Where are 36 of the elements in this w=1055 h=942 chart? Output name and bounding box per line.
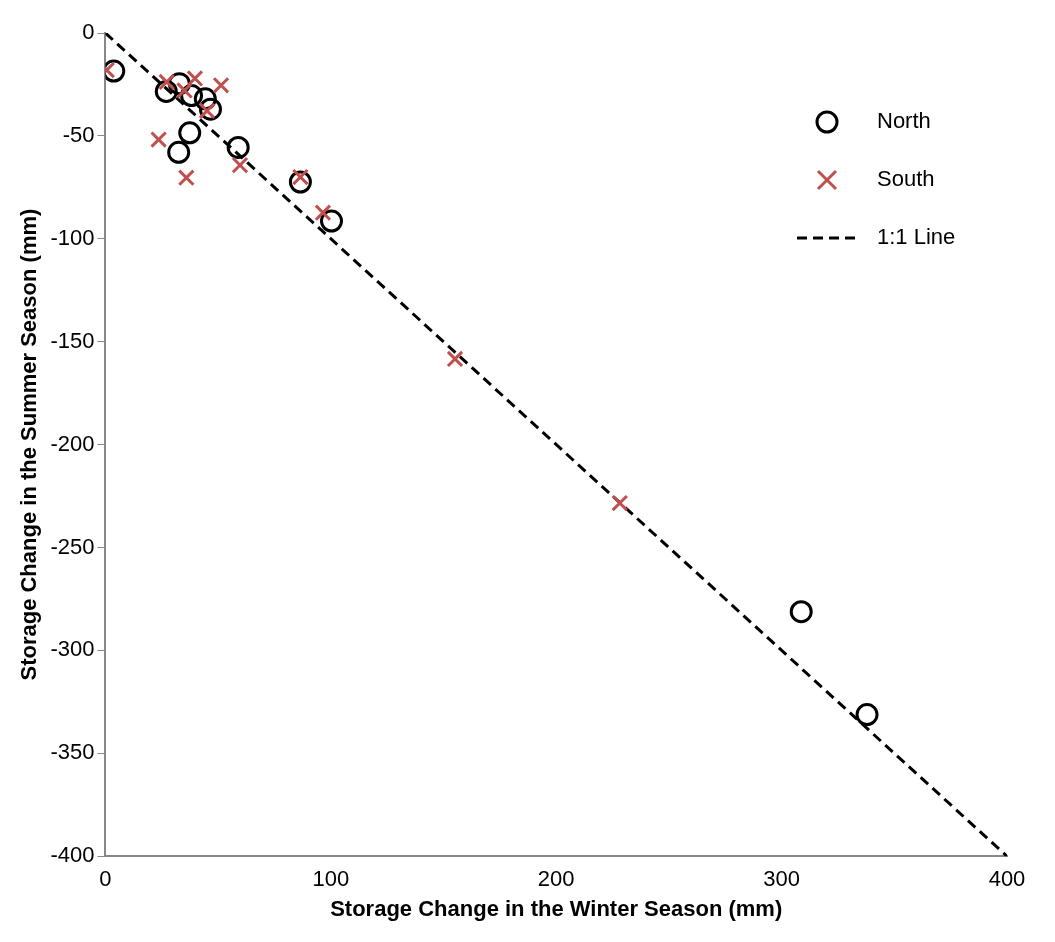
- point: [175, 81, 194, 99]
- y-tick-label: -400: [50, 842, 95, 868]
- legend-label: 1:1 Line: [877, 224, 956, 250]
- point: [150, 131, 168, 149]
- legend-label: South: [877, 166, 935, 192]
- y-tick-label: -250: [50, 533, 95, 559]
- y-tick-label: -200: [50, 430, 95, 456]
- point: [158, 73, 176, 91]
- x-tick-label: 200: [537, 866, 575, 892]
- y-tick-label: -350: [50, 739, 95, 765]
- x-axis-title: Storage Change in the Winter Season (mm): [330, 895, 783, 921]
- point: [855, 703, 879, 727]
- y-tick-label: -50: [62, 121, 95, 147]
- y-axis-title: Storage Change in the Summer Season (mm): [16, 208, 42, 681]
- legend-label: North: [877, 108, 931, 134]
- y-tick-label: 0: [82, 19, 95, 45]
- point: [154, 79, 178, 103]
- y-tick-label: -150: [50, 327, 95, 353]
- point: [320, 209, 343, 233]
- x-tick-label: 0: [99, 866, 112, 892]
- point: [231, 156, 249, 174]
- point: [186, 69, 204, 88]
- point: [178, 121, 202, 145]
- y-tick-label: -100: [50, 224, 95, 250]
- point: [226, 135, 250, 159]
- point: [611, 494, 629, 512]
- x-tick-label: 400: [988, 866, 1026, 892]
- point: [167, 140, 191, 164]
- point: [789, 600, 813, 624]
- x-tick-label: 100: [312, 866, 350, 892]
- point: [177, 169, 195, 187]
- y-tick-label: -300: [50, 636, 95, 662]
- point: [212, 76, 230, 94]
- point: [446, 350, 464, 368]
- x-tick-label: 300: [763, 866, 800, 892]
- point: [198, 97, 222, 121]
